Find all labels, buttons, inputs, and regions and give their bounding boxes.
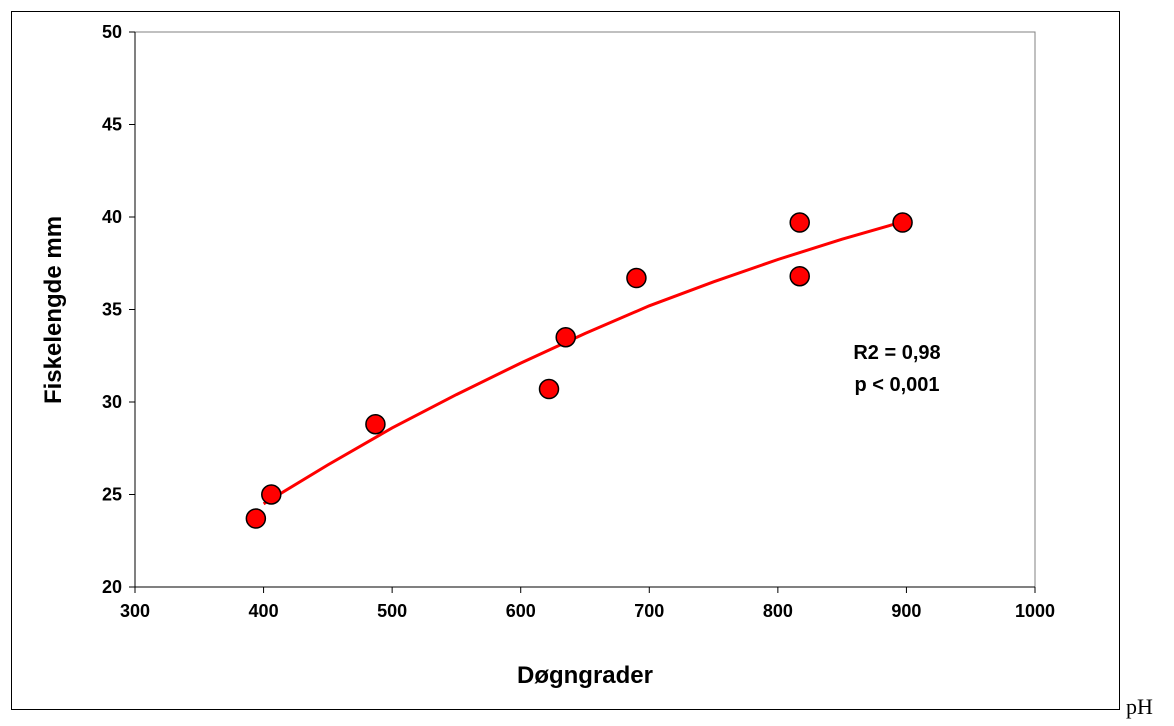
- data-point: [789, 265, 810, 287]
- data-point: [555, 327, 576, 348]
- x-tick-label: 1000: [1015, 601, 1055, 621]
- annotation-p: p < 0,001: [854, 374, 939, 396]
- tick-labels: 300 400 500 600 700 800 900 1000 20 25 30 35 40 45 50: [102, 22, 1055, 621]
- y-tick-label: 40: [102, 207, 122, 227]
- trailing-text: pH: [1126, 694, 1153, 719]
- x-tick-label: 500: [377, 601, 407, 621]
- data-point: [245, 508, 267, 529]
- data-point: [892, 212, 913, 233]
- y-tick-label: 35: [102, 300, 122, 320]
- y-tick-label: 25: [102, 485, 122, 505]
- x-tick-label: 600: [506, 601, 536, 621]
- y-tick-label: 45: [102, 115, 122, 135]
- data-point: [538, 378, 560, 400]
- x-tick-label: 800: [763, 601, 793, 621]
- data-point: [365, 413, 386, 435]
- x-tick-label: 700: [634, 601, 664, 621]
- plot-area: [134, 31, 1036, 588]
- y-axis-title: Fiskelengde mm: [40, 216, 67, 404]
- data-point: [789, 212, 810, 233]
- x-tick-label: 300: [120, 601, 150, 621]
- y-tick-label: 30: [102, 392, 122, 412]
- data-point: [261, 484, 282, 505]
- x-tick-label: 400: [249, 601, 279, 621]
- axes: [129, 31, 1036, 593]
- data-points: [245, 212, 913, 529]
- x-axis-title: Døgngrader: [517, 662, 653, 689]
- data-point: [626, 267, 647, 289]
- x-tick-label: 900: [891, 601, 921, 621]
- annotation-r2: R2 = 0,98: [853, 342, 940, 364]
- trendline: [262, 219, 907, 506]
- y-tick-label: 50: [102, 22, 122, 42]
- y-tick-label: 20: [102, 577, 122, 597]
